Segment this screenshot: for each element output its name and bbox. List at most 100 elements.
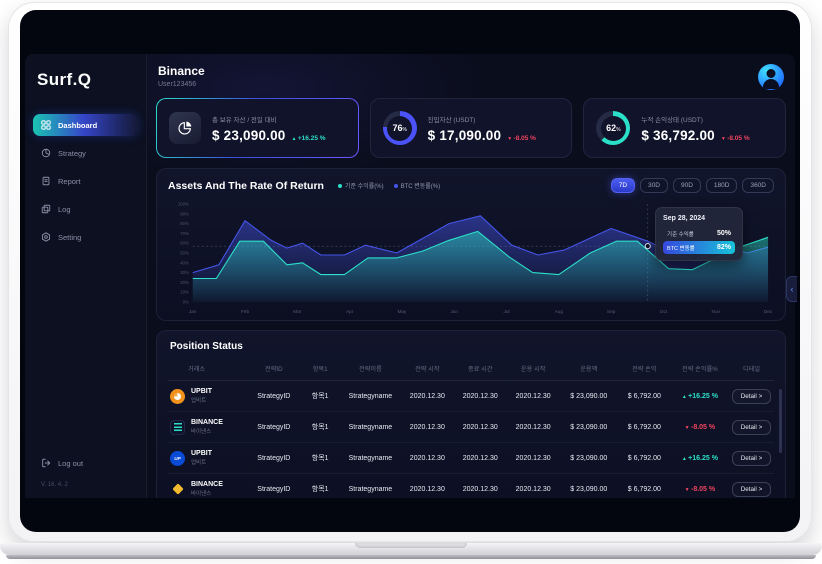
detail-cell: Detail > <box>729 388 774 404</box>
logout-group: Log out V. 16. 4. 2 <box>33 452 138 489</box>
returns-area-chart: 0% 10% 20% 30% 40% 50% 60% 70% 80% 90% 100% Jan Feb M… <box>178 201 773 315</box>
returns-chart-panel: Assets And The Rate Of Return 기준 수익률(%) … <box>156 168 786 321</box>
card-body: 진입자산 (USDT) $ 17,090.00 -8.05 % <box>428 114 536 143</box>
card-label: 누적 손익상태 (USDT) <box>641 116 703 124</box>
svg-text:Jul: Jul <box>504 309 510 315</box>
card-value: $ 36,792.00 <box>641 127 715 143</box>
exchange-name: UPBIT <box>191 449 212 457</box>
card-value: $ 23,090.00 <box>212 127 286 143</box>
svg-text:Dec: Dec <box>764 309 773 315</box>
svg-text:Feb: Feb <box>241 309 250 315</box>
report-doc-icon <box>42 176 50 186</box>
tooltip-row-base: 기준 수익률 50% <box>667 230 732 238</box>
user-id: User123456 <box>158 81 197 88</box>
strategy-pie-icon <box>41 148 51 158</box>
strategy-id-cell: StrategyID <box>257 423 291 431</box>
sidebar-item-strategy[interactable]: Strategy <box>33 142 138 164</box>
svg-text:100%: 100% <box>178 201 189 206</box>
detail-button[interactable]: Detail > <box>731 419 772 435</box>
amount-cell: $ 23,090.00 <box>570 423 608 431</box>
pnl-cell: $ 6,792.00 <box>627 392 661 400</box>
setting-gear-icon <box>41 232 51 242</box>
detail-button[interactable]: Detail > <box>731 481 772 497</box>
svg-text:Nov: Nov <box>712 309 721 315</box>
pnl-cell: $ 6,792.00 <box>627 485 661 493</box>
table-row: BINANCE 바이낸스 StrategyID 항목1 Strategyname… <box>168 412 774 443</box>
col-pnl: 전략 손익 <box>632 366 657 373</box>
exchange-cell: BINANCE 바이낸스 <box>168 481 247 498</box>
amount-cell: $ 23,090.00 <box>570 454 608 462</box>
sidebar-item-label: Log <box>58 204 71 214</box>
item-cell: 항목1 <box>311 486 329 493</box>
svg-text:0%: 0% <box>183 299 189 304</box>
start-cell: 2020.12.30 <box>409 423 445 431</box>
svg-text:May: May <box>397 309 407 315</box>
op-start-cell: 2020.12.30 <box>515 423 551 431</box>
end-cell: 2020.12.30 <box>462 392 498 400</box>
range-button-180d[interactable]: 180D <box>705 178 738 193</box>
range-button-30d[interactable]: 30D <box>640 178 668 193</box>
range-button-90d[interactable]: 90D <box>672 178 701 193</box>
col-start: 전략 시작 <box>415 366 440 373</box>
strategy-id-cell: StrategyID <box>257 485 291 493</box>
cumulative-pnl-donut: 62% <box>596 111 631 145</box>
svg-text:60%: 60% <box>180 241 189 246</box>
logout-button[interactable]: Log out <box>33 452 138 474</box>
end-cell: 2020.12.30 <box>462 454 498 462</box>
start-cell: 2020.12.30 <box>409 392 445 400</box>
card-change: +16.25 % <box>292 135 326 142</box>
chart-tooltip: Sep 28, 2024 기준 수익률 50% BTC 변동률 82% <box>655 207 744 261</box>
exchange-cell: UP UPBIT 업비트 <box>168 449 247 466</box>
topbar: Binance User123456 <box>156 62 786 98</box>
sidebar-item-label: Setting <box>58 232 82 242</box>
exchange-name: BINANCE <box>191 418 223 426</box>
strategy-name-cell: Strategyname <box>348 485 393 493</box>
exchange-name-kr: 업비트 <box>191 398 207 405</box>
legend-base-return: 기준 수익률(%) <box>337 181 384 190</box>
card-change: -8.05 % <box>721 135 749 142</box>
laptop-lid: Surf.Q Dashboard Strategy Report Log <box>8 2 812 542</box>
logout-label: Log out <box>58 458 84 468</box>
svg-text:70%: 70% <box>180 231 189 236</box>
tooltip-date: Sep 28, 2024 <box>663 215 706 222</box>
sidebar-item-dashboard[interactable]: Dashboard <box>33 114 138 136</box>
cumulative-pnl-card: 62% 누적 손익상태 (USDT) $ 36,792.00 -8.05 % <box>583 98 787 158</box>
dashboard-grid-icon <box>41 120 51 130</box>
range-button-360d[interactable]: 360D <box>742 178 774 193</box>
upbit-up-icon: UP <box>170 450 185 466</box>
stat-cards: 총 보유 자산 / 전일 대비 $ 23,090.00 +16.25 % 76% <box>156 98 787 158</box>
table-scrollbar[interactable] <box>779 389 782 453</box>
detail-button[interactable]: Detail > <box>731 450 772 466</box>
entry-assets-card: 76% 진입자산 (USDT) $ 17,090.00 -8.05 % <box>369 98 573 158</box>
user-avatar[interactable] <box>758 64 784 90</box>
exchange-name: UPBIT <box>191 387 212 395</box>
table-row: UPBIT 업비트 StrategyID 항목1 Strategyname 20… <box>168 381 774 412</box>
item-cell: 항목1 <box>311 424 329 431</box>
pnl-pct-cell: -8.05 % <box>671 424 729 431</box>
end-cell: 2020.12.30 <box>462 423 498 431</box>
pnl-pct-cell: +16.25 % <box>671 455 729 462</box>
table-title: Position Status <box>170 341 243 352</box>
svg-text:Sep: Sep <box>607 309 616 315</box>
col-op-start: 운용 시작 <box>520 366 546 373</box>
detail-button[interactable]: Detail > <box>731 388 772 404</box>
svg-text:Jun: Jun <box>450 309 458 315</box>
start-cell: 2020.12.30 <box>409 454 445 462</box>
col-pnl-pct: 전략 손익률% <box>682 366 718 373</box>
op-start-cell: 2020.12.30 <box>515 485 551 493</box>
dashboard-app: Surf.Q Dashboard Strategy Report Log <box>25 54 795 498</box>
laptop-base-notch <box>355 543 467 548</box>
sidebar-item-log[interactable]: Log <box>33 198 138 220</box>
sidebar-item-report[interactable]: Report <box>33 170 138 192</box>
range-button-7d[interactable]: 7D <box>610 178 636 193</box>
app-version: V. 16. 4. 2 <box>41 482 68 488</box>
binance-diamond-icon <box>170 482 185 497</box>
svg-text:30%: 30% <box>180 270 189 275</box>
sidebar-item-setting[interactable]: Setting <box>33 226 138 248</box>
side-panel-toggle[interactable]: ‹ <box>786 276 797 302</box>
strategy-name-cell: Strategyname <box>348 392 393 400</box>
legend-dot-teal <box>337 183 342 188</box>
svg-text:20%: 20% <box>180 280 189 285</box>
sidebar: Surf.Q Dashboard Strategy Report Log <box>25 54 147 498</box>
svg-text:Apr: Apr <box>346 309 354 315</box>
